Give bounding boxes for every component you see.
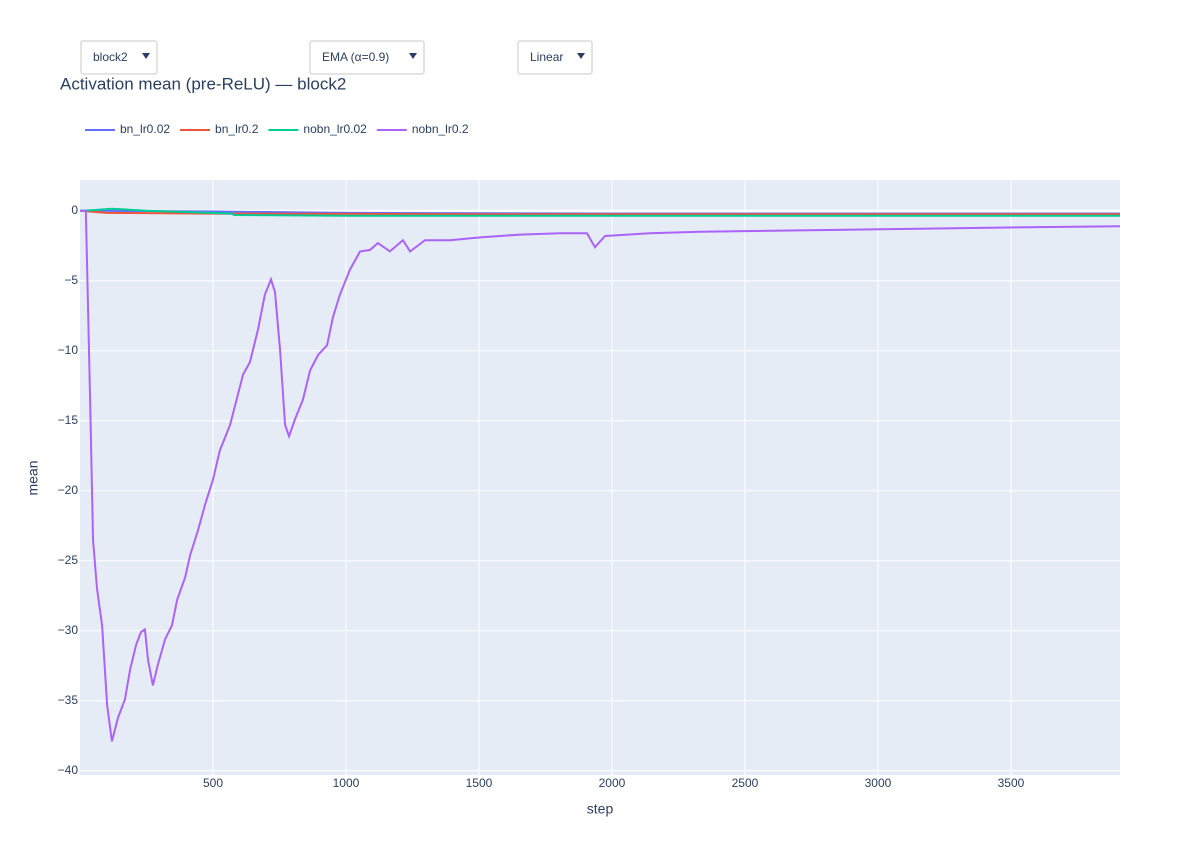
y-tick-label: −40 [58, 763, 79, 777]
x-tick-label: 3500 [998, 776, 1025, 790]
x-tick-label: 2500 [732, 776, 759, 790]
legend-item[interactable]: bn_lr0.2 [180, 122, 259, 136]
x-tick-label: 2000 [599, 776, 626, 790]
lines [80, 207, 1120, 742]
plot-area [80, 180, 1120, 775]
legend: bn_lr0.02 bn_lr0.2 nobn_lr0.02 nobn_lr0.2 [85, 122, 469, 136]
legend-item[interactable]: nobn_lr0.02 [268, 122, 367, 136]
dropdown-arrow[interactable] [142, 53, 150, 59]
x-tick-label: 3000 [865, 776, 892, 790]
y-tick-label: −10 [58, 343, 79, 357]
dropdown-box[interactable] [80, 40, 158, 75]
series-line [80, 209, 1120, 742]
x-axis-title: step [587, 801, 614, 817]
legend-label: bn_lr0.02 [120, 122, 170, 136]
dropdown-label[interactable]: EMA (α=0.9) [322, 50, 389, 64]
y-tick-label: −20 [58, 483, 79, 497]
dropdown[interactable]: Linear [517, 40, 593, 75]
dropdown-box[interactable] [309, 40, 425, 75]
y-axis-title: mean [25, 460, 41, 495]
grid [80, 180, 1120, 775]
dropdown-label[interactable]: block2 [93, 50, 128, 64]
y-tick-label: 0 [71, 203, 78, 217]
legend-label: bn_lr0.2 [215, 122, 259, 136]
y-tick-label: −30 [58, 623, 79, 637]
series-line [80, 207, 1120, 217]
dropdown-arrow[interactable] [577, 53, 585, 59]
dropdown[interactable]: EMA (α=0.9) [309, 40, 425, 75]
legend-label: nobn_lr0.02 [303, 122, 367, 136]
x-tick-label: 1500 [466, 776, 493, 790]
legend-item[interactable]: bn_lr0.02 [85, 122, 170, 136]
legend-label: nobn_lr0.2 [412, 122, 469, 136]
y-tick-label: −15 [58, 413, 79, 427]
dropdown[interactable]: block2 [80, 40, 158, 75]
y-tick-label: −5 [64, 273, 78, 287]
legend-item[interactable]: nobn_lr0.2 [376, 122, 469, 136]
y-tick-label: −25 [58, 553, 79, 567]
y-tick-label: −35 [58, 693, 79, 707]
x-tick-label: 1000 [333, 776, 360, 790]
dropdown-box[interactable] [517, 40, 593, 75]
chart-title: Activation mean (pre-ReLU) — block2 [60, 74, 346, 93]
dropdown-label[interactable]: Linear [530, 50, 563, 64]
x-tick-label: 500 [203, 776, 223, 790]
dropdown-arrow[interactable] [409, 53, 417, 59]
